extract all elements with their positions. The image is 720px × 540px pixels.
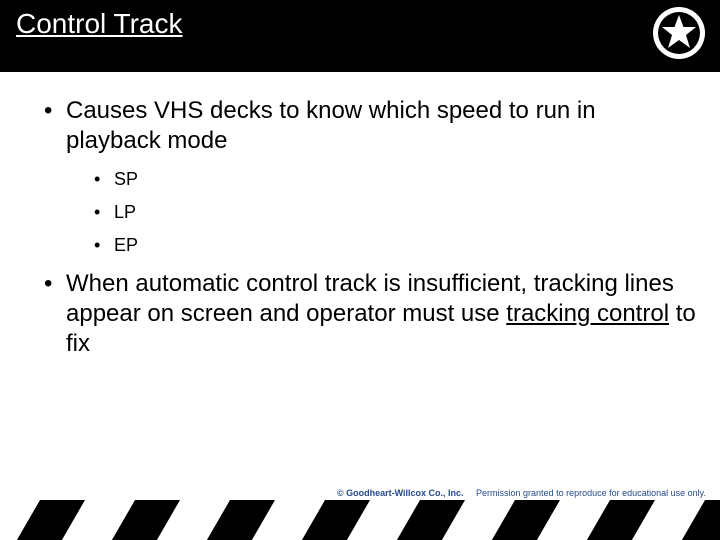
stripe [145, 500, 264, 540]
stripe [525, 500, 644, 540]
footer-stripe-band [0, 500, 720, 540]
star-icon [652, 6, 706, 60]
underlined-term: tracking control [506, 300, 669, 327]
copyright-permission: Permission granted to reproduce for educ… [476, 488, 706, 498]
bullet-list-main: Causes VHS decks to know which speed to … [24, 96, 696, 359]
stripe [50, 500, 169, 540]
bullet-item: When automatic control track is insuffic… [44, 269, 696, 359]
bullet-list-sub: SP LP EP [66, 166, 696, 259]
stripe [335, 500, 454, 540]
sub-bullet-text: SP [114, 169, 138, 189]
sub-bullet-item: SP [94, 166, 696, 193]
sub-bullet-item: LP [94, 199, 696, 226]
copyright-company: © Goodheart-Willcox Co., Inc. [337, 488, 464, 498]
stripe [0, 500, 75, 540]
slide-header: Control Track [0, 0, 720, 72]
stripe [240, 500, 359, 540]
sub-bullet-text: LP [114, 202, 136, 222]
sub-bullet-text: EP [114, 235, 138, 255]
slide-content: Causes VHS decks to know which speed to … [0, 72, 720, 359]
slide-title: Control Track [16, 8, 183, 40]
copyright-line: © Goodheart-Willcox Co., Inc. Permission… [337, 488, 706, 498]
stripe [430, 500, 549, 540]
bullet-item: Causes VHS decks to know which speed to … [44, 96, 696, 259]
slide-footer: © Goodheart-Willcox Co., Inc. Permission… [0, 482, 720, 540]
bullet-text: Causes VHS decks to know which speed to … [66, 97, 596, 154]
sub-bullet-item: EP [94, 232, 696, 259]
stripe [620, 500, 720, 540]
